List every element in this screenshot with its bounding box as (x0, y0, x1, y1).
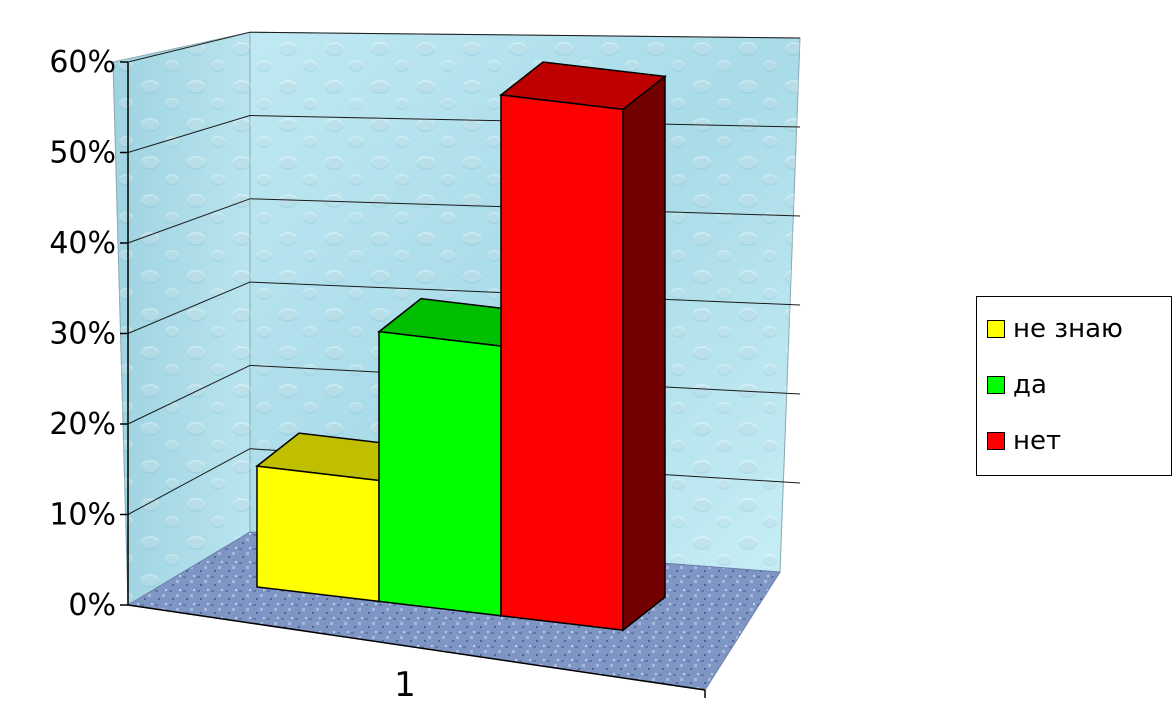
side-wall-texture (113, 32, 250, 605)
y-axis-ticks: 0% 10% 20% 30% 40% 50% 60% (49, 45, 706, 698)
gridline-back-6 (249, 31, 801, 39)
y-tick-label-3: 30% (49, 317, 116, 352)
y-tick-label-5: 50% (49, 136, 116, 171)
bars (255, 61, 667, 632)
gridline-side-3 (127, 281, 251, 334)
legend-label-1: не знаю (1013, 314, 1123, 344)
y-tick-label-6: 60% (49, 45, 116, 80)
legend-swatch-2 (987, 376, 1005, 394)
y-tick-label-2: 20% (49, 407, 116, 442)
bar-side-3 (622, 74, 666, 632)
x-axis-labels: 1 (394, 665, 416, 704)
legend-item-1: не знаю (987, 309, 1123, 349)
bar-1 (256, 465, 380, 603)
legend-item-2: да (987, 365, 1047, 405)
y-tick-label-4: 40% (49, 226, 116, 261)
y-tick-label-1: 10% (49, 498, 116, 533)
legend-label-2: да (1013, 370, 1047, 400)
y-tick-label-0: 0% (68, 588, 116, 623)
legend-swatch-1 (987, 320, 1005, 338)
x-axis-line (127, 604, 706, 691)
x-category-label-1: 1 (394, 665, 416, 704)
legend: не знаю да нет (976, 296, 1172, 476)
gridline-side-6 (127, 31, 251, 63)
legend-item-3: нет (987, 421, 1061, 461)
gridline-side-4 (127, 198, 251, 244)
gridline-side-2 (127, 364, 251, 425)
gridline-side-1 (127, 448, 251, 515)
bar-2 (378, 330, 502, 617)
bar-3 (500, 94, 624, 632)
legend-label-3: нет (1013, 426, 1062, 456)
gridline-side-5 (127, 115, 251, 153)
legend-swatch-3 (987, 432, 1005, 450)
